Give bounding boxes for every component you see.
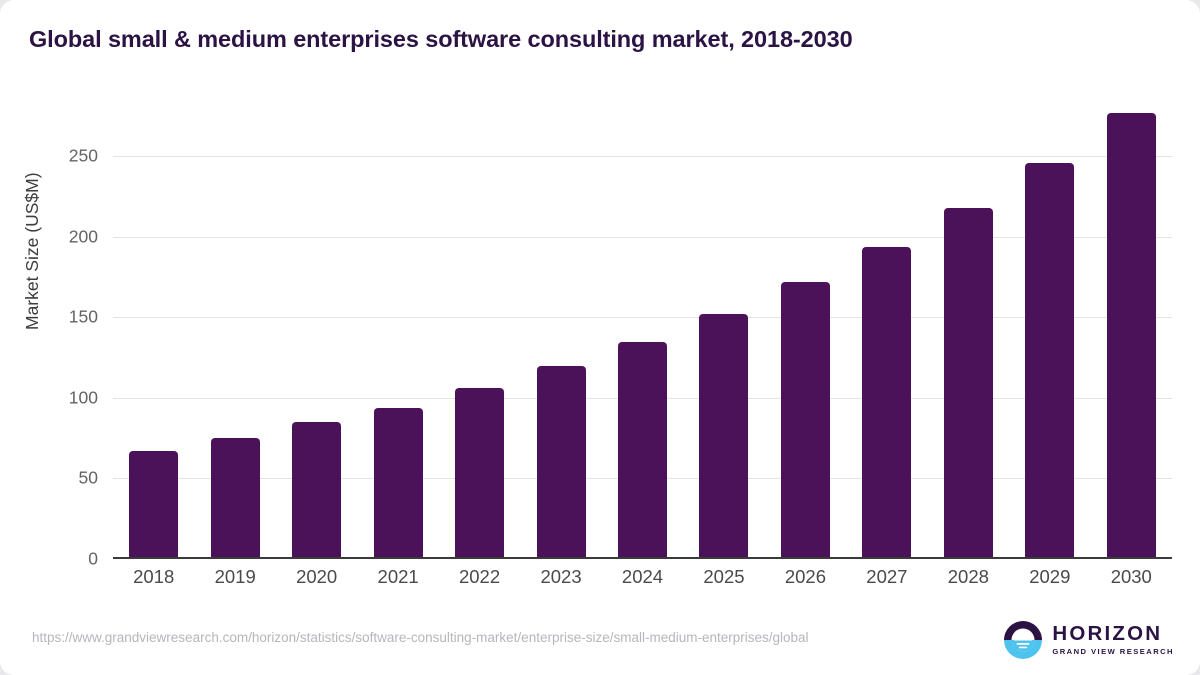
bar-2030[interactable] xyxy=(1106,112,1156,559)
bar-2024[interactable] xyxy=(618,341,667,559)
plot-area xyxy=(113,100,1172,559)
bar-2027[interactable] xyxy=(862,246,912,559)
logo-tagline: GRAND VIEW RESEARCH xyxy=(1052,647,1174,657)
bar-2021[interactable] xyxy=(373,407,423,559)
bar-2022[interactable] xyxy=(455,388,505,559)
y-axis-tick: 0 xyxy=(88,548,98,569)
bar-2020[interactable] xyxy=(292,422,342,559)
bar-2019[interactable] xyxy=(210,438,260,559)
x-axis-tick: 2019 xyxy=(214,566,256,587)
bar-2025[interactable] xyxy=(699,314,749,559)
bar-2028[interactable] xyxy=(943,207,993,559)
x-axis-tick: 2025 xyxy=(703,566,745,587)
bar-2018[interactable] xyxy=(129,451,179,559)
y-axis-tick: 50 xyxy=(78,467,98,488)
gridline xyxy=(113,156,1172,158)
x-axis-tick: 2027 xyxy=(866,566,908,587)
horizon-logo: HORIZON GRAND VIEW RESEARCH xyxy=(1003,620,1174,660)
gridline xyxy=(113,236,1172,238)
bar-2023[interactable] xyxy=(536,365,586,559)
x-axis-tick: 2021 xyxy=(377,566,419,587)
y-axis-tick: 150 xyxy=(68,306,98,327)
x-axis-tick: 2024 xyxy=(621,566,664,587)
horizon-logo-icon xyxy=(1004,621,1043,659)
bar-2029[interactable] xyxy=(1025,162,1075,559)
bar-2026[interactable] xyxy=(780,282,830,559)
source-url[interactable]: https://www.grandviewresearch.com/horizo… xyxy=(32,630,809,645)
x-axis-tick: 2026 xyxy=(784,566,826,587)
horizon-logo-text: HORIZON GRAND VIEW RESEARCH xyxy=(1052,621,1174,657)
x-axis-tick: 2029 xyxy=(1029,566,1071,587)
x-axis-tick: 2018 xyxy=(133,566,175,587)
y-axis-tick: 100 xyxy=(68,387,98,408)
x-axis-tick: 2030 xyxy=(1110,566,1152,587)
logo-wordmark: HORIZON xyxy=(1052,621,1163,645)
x-axis-tick: 2020 xyxy=(296,566,338,587)
gridline xyxy=(113,317,1172,319)
x-axis-tick: 2023 xyxy=(540,566,582,587)
x-axis-tick: 2028 xyxy=(947,566,989,587)
x-axis-tick: 2022 xyxy=(458,566,501,587)
y-axis-tick: 200 xyxy=(68,226,98,247)
x-axis-line xyxy=(113,557,1172,559)
page-title: Global small & medium enterprises softwa… xyxy=(29,26,853,52)
y-axis-tick: 250 xyxy=(68,145,98,166)
